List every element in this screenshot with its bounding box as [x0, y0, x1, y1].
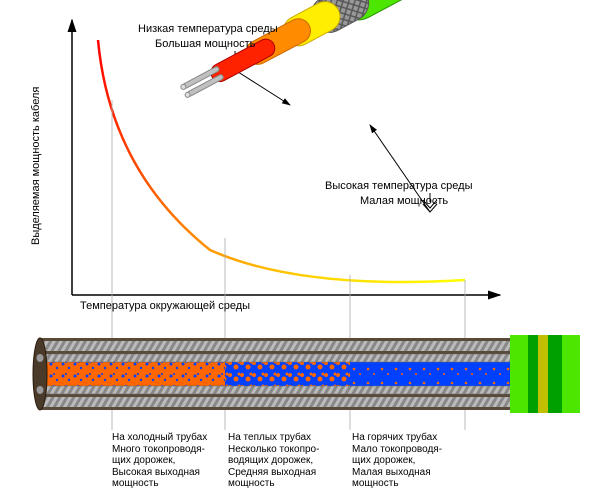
right-anno-1: Высокая температура среды [325, 180, 472, 193]
col2-l1: На теплых трубах [228, 432, 346, 444]
col2-l4: Средняя выходная [228, 467, 346, 479]
col3-l2: Мало токопроводя- [352, 444, 464, 456]
top-anno-2: Большая мощность [155, 38, 255, 51]
col3-l4: Малая выходная [352, 467, 464, 479]
col1-l2: Много токопроводя- [112, 444, 222, 456]
cross-section [33, 335, 580, 413]
col2-l3: водящих дорожек, [228, 455, 346, 467]
axes [72, 20, 500, 295]
col1: На холодный трубах Много токопроводя- щи… [112, 432, 222, 490]
x-axis-label: Температура окружающей среды [80, 300, 250, 313]
col3-l3: щих дорожек, [352, 455, 464, 467]
col3-l5: мощность [352, 478, 464, 490]
col1-l5: мощность [112, 478, 222, 490]
right-anno-2: Малая мощность [360, 195, 448, 208]
cable-3d [173, 0, 480, 111]
col1-l1: На холодный трубах [112, 432, 222, 444]
col2-l2: Несколько токопро- [228, 444, 346, 456]
col1-l4: Высокая выходная [112, 467, 222, 479]
col1-l3: щих дорожек, [112, 455, 222, 467]
col2: На теплых трубах Несколько токопро- водя… [228, 432, 346, 490]
col2-l5: мощность [228, 478, 346, 490]
y-axis-label: Выделяемая мощность кабеля [30, 87, 42, 245]
top-anno-1: Низкая температура среды [138, 23, 278, 36]
col3-l1: На горячих трубах [352, 432, 464, 444]
col3: На горячих трубах Мало токопроводя- щих … [352, 432, 464, 490]
power-curve [98, 40, 465, 282]
